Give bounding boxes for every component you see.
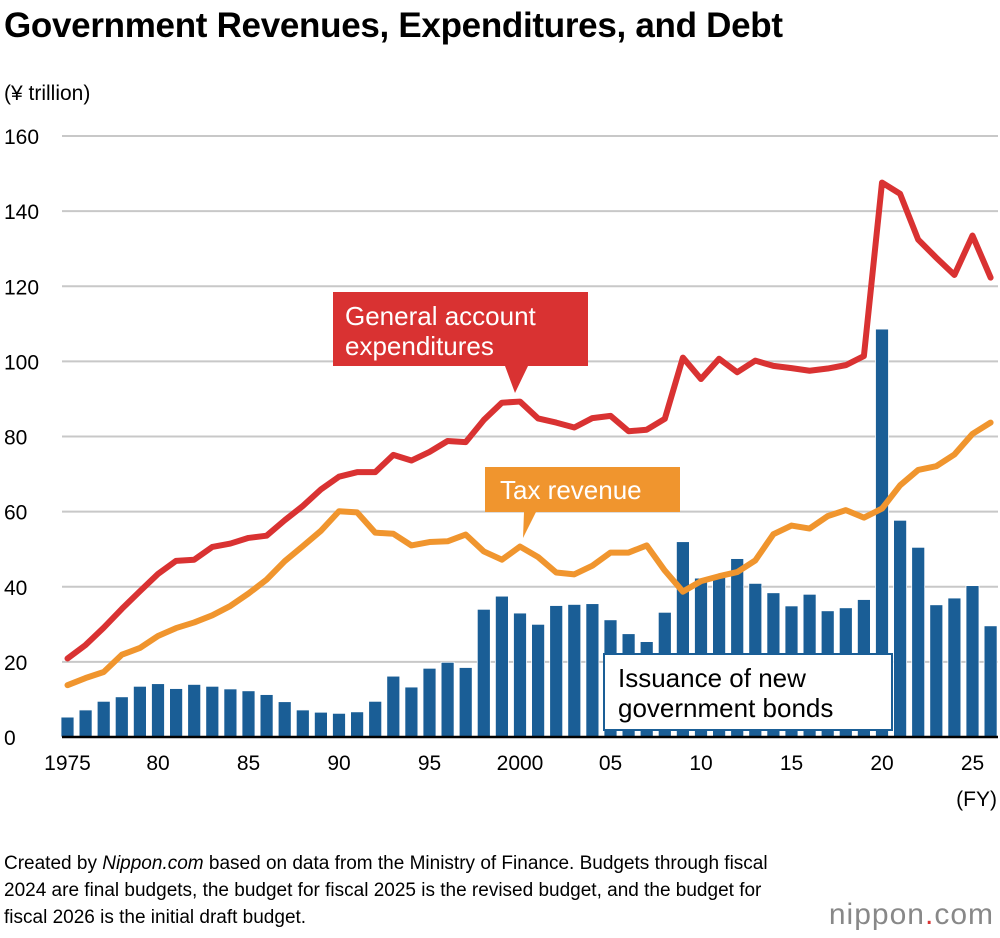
bond-bar <box>132 685 147 738</box>
chart-title: Government Revenues, Expenditures, and D… <box>4 6 783 45</box>
bond-bar <box>494 595 509 738</box>
bond-bar <box>983 625 998 738</box>
bond-bar <box>60 716 75 738</box>
x-tick-label: 25 <box>961 752 984 775</box>
x-tick-label: 2000 <box>497 752 544 775</box>
bond-bar <box>114 696 129 738</box>
y-tick-label: 40 <box>4 577 27 600</box>
x-tick-label: 85 <box>237 752 260 775</box>
bond-bar <box>458 667 473 738</box>
expenditures-callout <box>333 292 588 393</box>
bond-bar <box>169 688 184 738</box>
bonds-label-box <box>603 653 893 731</box>
y-tick-label: 100 <box>4 351 39 374</box>
y-tick-label: 80 <box>4 427 27 450</box>
y-tick-label: 0 <box>4 727 16 750</box>
x-tick-label: 15 <box>780 752 803 775</box>
bond-bar <box>277 701 292 738</box>
expenditures-label: expenditures <box>345 331 494 361</box>
bond-bar <box>151 683 165 738</box>
tax-revenue-line <box>64 419 994 689</box>
bond-bar <box>567 604 582 738</box>
bond-bar <box>965 585 980 738</box>
bond-bar <box>205 685 220 738</box>
bond-bar <box>549 605 564 738</box>
x-tick-label: 10 <box>689 752 712 775</box>
note-prefix: Created by <box>4 853 103 874</box>
bond-bar <box>893 519 907 738</box>
bond-bar <box>187 684 202 738</box>
expenditures-line <box>64 179 994 662</box>
bond-bar <box>295 709 310 738</box>
x-tick-label: 80 <box>146 752 169 775</box>
nippon-logo: nippon.com <box>828 898 994 931</box>
bond-bar <box>241 690 256 738</box>
tax-callout <box>485 467 680 538</box>
source-note: Created by Nippon.com based on data from… <box>4 850 784 931</box>
bond-bar <box>585 603 600 738</box>
y-tick-label: 20 <box>4 652 27 675</box>
y-tick-label: 120 <box>4 276 39 299</box>
y-axis-unit: (¥ trillion) <box>4 82 91 105</box>
bond-bar <box>259 694 274 738</box>
bond-bar <box>350 711 365 738</box>
x-tick-label: 1975 <box>44 752 91 775</box>
y-tick-label: 60 <box>4 502 27 525</box>
note-suffix: based on data from the Ministry of Finan… <box>4 853 768 928</box>
bonds-label: government bonds <box>618 693 833 723</box>
bond-bar <box>78 709 93 738</box>
bond-bar <box>96 700 111 738</box>
bond-bar <box>386 675 401 738</box>
bond-bar <box>911 546 926 738</box>
y-tick-label: 160 <box>4 126 39 149</box>
bond-bar <box>440 661 455 738</box>
x-tick-label: 05 <box>599 752 622 775</box>
x-tick-label: 20 <box>870 752 893 775</box>
bond-bar <box>332 712 346 738</box>
tax-revenue-label: Tax revenue <box>500 475 642 505</box>
bond-bar <box>513 612 527 738</box>
bond-bar <box>929 604 944 738</box>
expenditures-label: General account <box>345 301 537 331</box>
bond-bar <box>404 686 419 738</box>
y-tick-label: 140 <box>4 201 39 224</box>
x-axis-unit: (FY) <box>956 788 997 811</box>
bond-bar <box>422 667 437 738</box>
bond-bar <box>476 608 491 738</box>
bonds-label: Issuance of new <box>618 663 806 693</box>
bond-bar <box>947 597 962 738</box>
x-tick-label: 90 <box>327 752 350 775</box>
bond-bar <box>223 688 238 738</box>
note-brand: Nippon.com <box>102 853 204 874</box>
bond-bar <box>368 700 383 738</box>
bond-bar <box>531 623 545 738</box>
x-tick-label: 95 <box>418 752 441 775</box>
bond-bar <box>313 711 328 738</box>
